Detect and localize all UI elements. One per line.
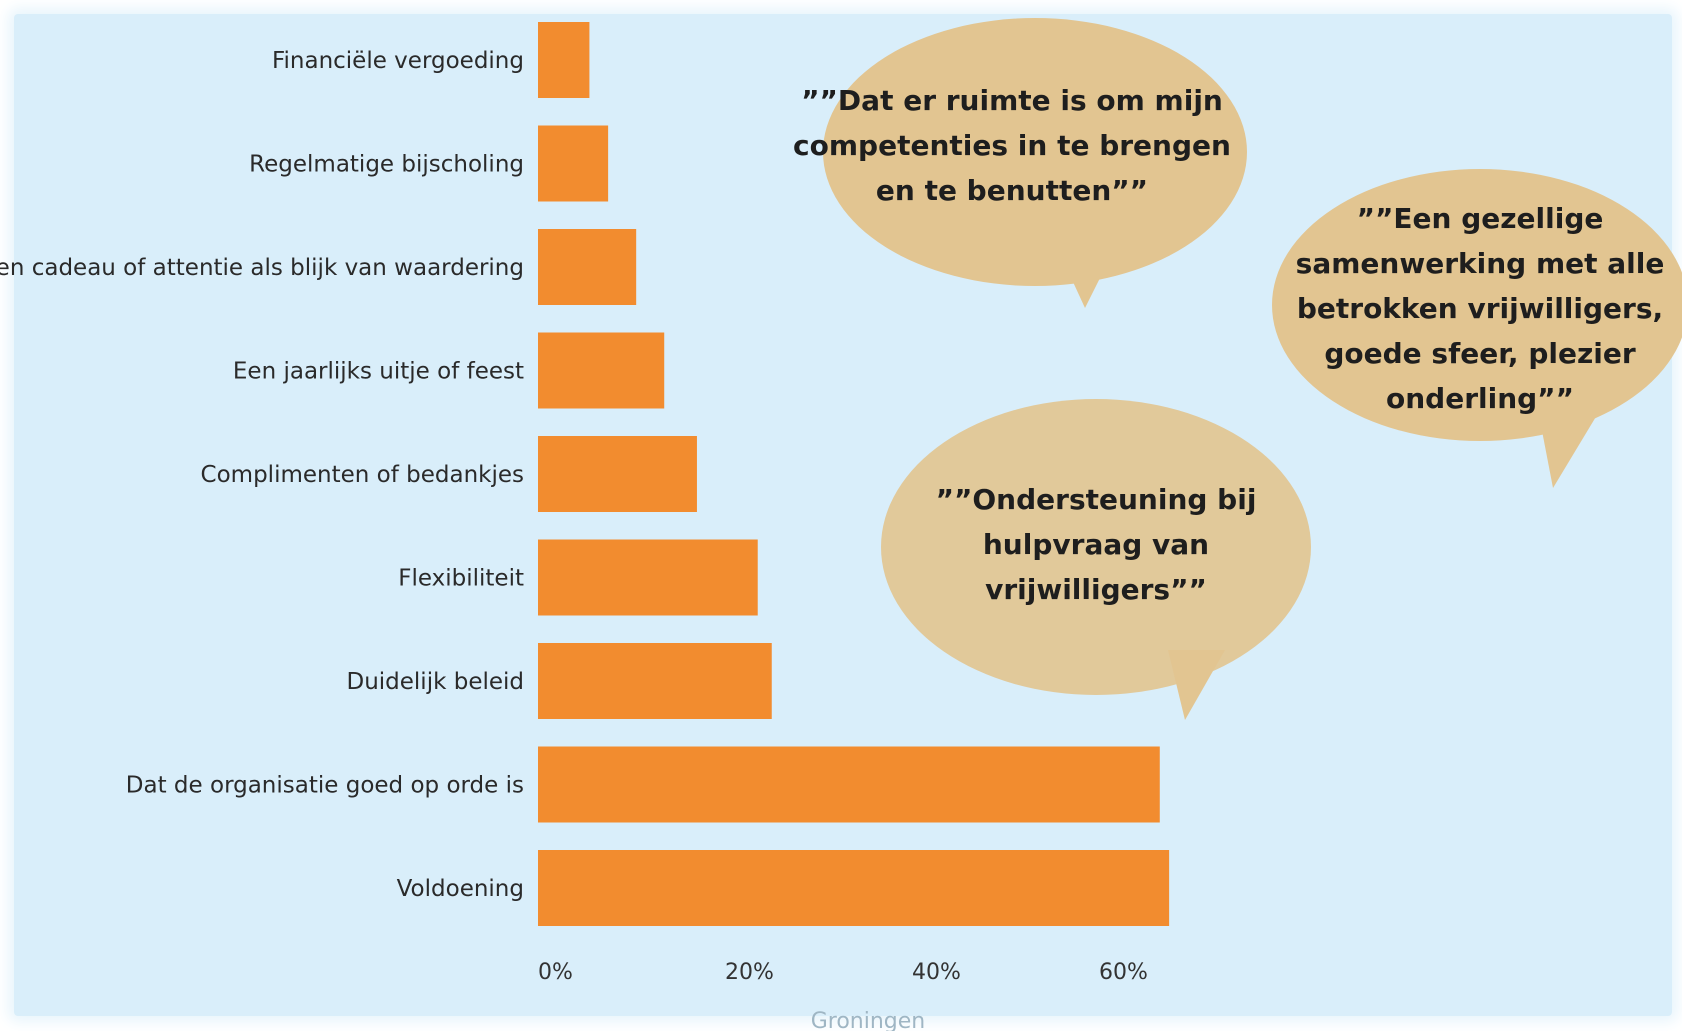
quote-2-line-3: betrokken vrijwilligers, xyxy=(1297,292,1663,325)
category-label-7: Duidelijk beleid xyxy=(346,669,524,695)
quote-bubble-1 xyxy=(823,18,1247,286)
x-tick-label-1: 0% xyxy=(538,960,573,985)
quote-1-line-2: competenties in te brengen xyxy=(793,129,1231,162)
quote-3-line-1: ””Ondersteuning bij xyxy=(936,483,1257,516)
quote-bubble-tail-3 xyxy=(1168,650,1225,720)
quote-bubble-tail-2 xyxy=(1538,410,1600,488)
bar-2 xyxy=(538,125,609,202)
x-tick-label-2: 20% xyxy=(725,960,774,985)
quote-1-line-3: en te benutten”” xyxy=(876,174,1148,207)
bar-4 xyxy=(538,332,665,409)
quote-2-line-4: goede sfeer, plezier xyxy=(1324,337,1635,370)
quote-bubble-tail-1 xyxy=(1062,258,1110,308)
x-tick-label-4: 60% xyxy=(1099,960,1148,985)
category-labels: Financiële vergoeding Regelmatige bijscho… xyxy=(0,48,524,902)
quote-2-line-2: samenwerking met alle xyxy=(1296,247,1665,280)
category-label-8: Dat de organisatie goed op orde is xyxy=(126,773,524,799)
x-tick-label-3: 40% xyxy=(912,960,961,985)
category-label-1: Financiële vergoeding xyxy=(272,48,524,74)
quote-3-line-3: vrijwilligers”” xyxy=(985,573,1207,606)
category-label-6: Flexibiliteit xyxy=(398,566,524,592)
bar-6 xyxy=(538,539,758,616)
quote-bubbles: ””Dat er ruimte is om mijn competenties i… xyxy=(793,18,1682,720)
category-label-2: Regelmatige bijscholing xyxy=(249,152,524,178)
bar-9 xyxy=(538,850,1170,926)
bars-group xyxy=(538,22,1170,926)
quote-bubble-3 xyxy=(881,399,1311,695)
quote-2-line-5: onderling”” xyxy=(1386,382,1574,415)
bar-3 xyxy=(538,229,637,305)
category-label-3: Een cadeau of attentie als blijk van waa… xyxy=(0,255,524,281)
category-label-9: Voldoening xyxy=(397,876,524,902)
bar-8 xyxy=(538,746,1160,823)
quote-bubble-2 xyxy=(1272,169,1682,441)
quote-2-line-1: ””Een gezellige xyxy=(1357,202,1604,235)
bar-1 xyxy=(538,22,590,98)
x-axis-title: Groningen xyxy=(811,1009,926,1031)
bar-7 xyxy=(538,643,772,719)
bar-5 xyxy=(538,436,697,512)
category-label-5: Complimenten of bedankjes xyxy=(201,462,524,488)
x-tick-labels: 0% 20% 40% 60% xyxy=(538,960,1148,985)
category-label-4: Een jaarlijks uitje of feest xyxy=(233,359,524,385)
quote-3-line-2: hulpvraag van xyxy=(983,528,1209,561)
quote-1-line-1: ””Dat er ruimte is om mijn xyxy=(801,84,1223,117)
